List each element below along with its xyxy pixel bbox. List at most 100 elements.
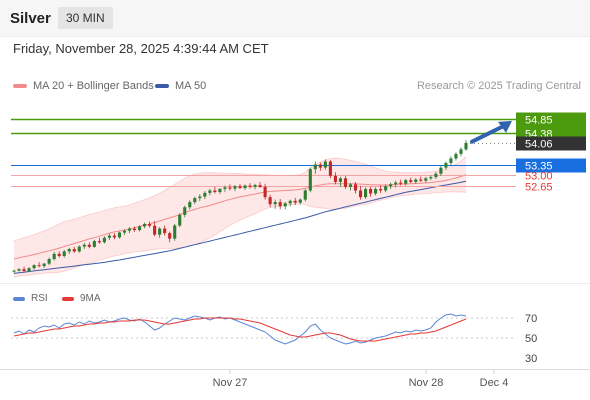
candle-body: [97, 241, 101, 243]
candle-body: [112, 235, 117, 238]
candle-body: [454, 153, 458, 159]
candle-body: [293, 200, 297, 203]
level-label-pivot: 53.35: [525, 161, 553, 173]
candle-body: [444, 163, 448, 168]
rsi-line: [13, 313, 467, 345]
level-label-current: 54.06: [525, 139, 553, 151]
candle-body: [434, 173, 438, 178]
candle-body: [389, 184, 393, 187]
legend-9ma-label: 9MA: [80, 293, 101, 304]
candle-body: [298, 199, 302, 203]
candle-body: [67, 248, 71, 252]
candle-body: [243, 185, 247, 189]
candle-body: [107, 235, 111, 238]
level-tag-pivot: [516, 158, 586, 173]
candle-body: [248, 185, 252, 187]
candle-body: [213, 190, 217, 192]
candle-body: [394, 182, 398, 185]
legend-rsi: RSI: [13, 293, 48, 304]
candle-body: [218, 188, 222, 192]
legend-9ma: 9MA: [62, 293, 101, 304]
legend-rsi-label: RSI: [31, 293, 48, 304]
level-label-support: 53.00: [525, 171, 553, 183]
candle-body: [27, 268, 31, 272]
candle-body: [198, 196, 202, 199]
candle-body: [323, 161, 327, 168]
level-label-resistance: 54.85: [525, 115, 553, 127]
candle-body: [188, 202, 192, 208]
candle-body: [353, 184, 358, 191]
instrument-name: Silver: [10, 10, 51, 27]
candle-body: [268, 197, 272, 205]
candle-body: [12, 270, 16, 272]
forecast-arrow-head: [498, 120, 512, 133]
x-axis-label: Nov 28: [409, 377, 444, 389]
candle-body: [148, 224, 152, 226]
candle-body: [62, 251, 66, 256]
candle-body: [178, 214, 182, 226]
candle-body: [82, 244, 86, 247]
rsi-swatch: [13, 296, 25, 301]
candle-body: [92, 241, 96, 247]
candle-body: [52, 253, 56, 260]
candle-body: [238, 186, 242, 189]
candle-body: [122, 230, 127, 233]
candle-body: [233, 186, 237, 189]
candle-body: [363, 188, 368, 198]
candle-body: [42, 263, 46, 267]
candle-body: [328, 161, 332, 176]
candle-body: [288, 200, 292, 204]
legend-ma50-label: MA 50: [175, 80, 207, 92]
candle-body: [273, 202, 277, 205]
rsi-tick-label: 50: [525, 333, 537, 345]
candle-body: [173, 225, 177, 239]
candle-body: [57, 253, 61, 256]
candle-body: [193, 198, 197, 203]
candle-body: [419, 179, 423, 181]
candle-body: [399, 182, 403, 184]
candle-body: [153, 225, 157, 235]
level-tag-resistance: [516, 112, 586, 127]
x-axis-label: Dec 4: [480, 377, 509, 389]
candle-body: [132, 228, 137, 231]
timestamp: Friday, November 28, 2025 4:39:44 AM CET: [13, 41, 269, 56]
candle-body: [22, 269, 26, 272]
bollinger-upper-line: [13, 156, 467, 242]
candle-body: [343, 178, 348, 187]
candle-body: [374, 188, 378, 194]
candle-body: [369, 188, 373, 194]
candle-body: [283, 203, 287, 207]
rsi-tick-label: 70: [525, 313, 537, 325]
candle-body: [404, 180, 408, 184]
ma9-swatch: [62, 296, 74, 301]
candle-body: [72, 248, 76, 252]
candle-body: [183, 207, 187, 215]
candle-body: [137, 226, 142, 231]
candle-body: [358, 190, 363, 198]
candle-body: [333, 175, 337, 182]
candle-body: [77, 246, 81, 252]
candle-body: [449, 158, 453, 164]
ma50-line: [13, 180, 467, 274]
candle-body: [223, 187, 227, 189]
legend-bollinger: MA 20 + Bollinger Bands: [13, 80, 154, 92]
research-credit: Research © 2025 Trading Central: [416, 80, 581, 92]
candle-body: [253, 184, 257, 187]
candle-body: [117, 232, 122, 238]
timeframe-button[interactable]: 30 MIN: [58, 7, 113, 29]
candle-body: [303, 190, 307, 200]
candle-body: [258, 184, 262, 187]
candle-body: [409, 180, 413, 182]
chart-header: Silver 30 MIN: [0, 0, 590, 37]
forecast-arrow-shaft: [470, 123, 506, 144]
candle-body: [127, 228, 132, 231]
candle-body: [278, 202, 282, 207]
candle-body: [203, 192, 207, 197]
candle-body: [208, 190, 212, 193]
candle-body: [464, 142, 468, 150]
candle-body: [414, 179, 418, 182]
bollinger-lower-line: [13, 191, 467, 278]
rsi-ma-line: [13, 317, 467, 342]
bollinger-band: [14, 157, 466, 278]
